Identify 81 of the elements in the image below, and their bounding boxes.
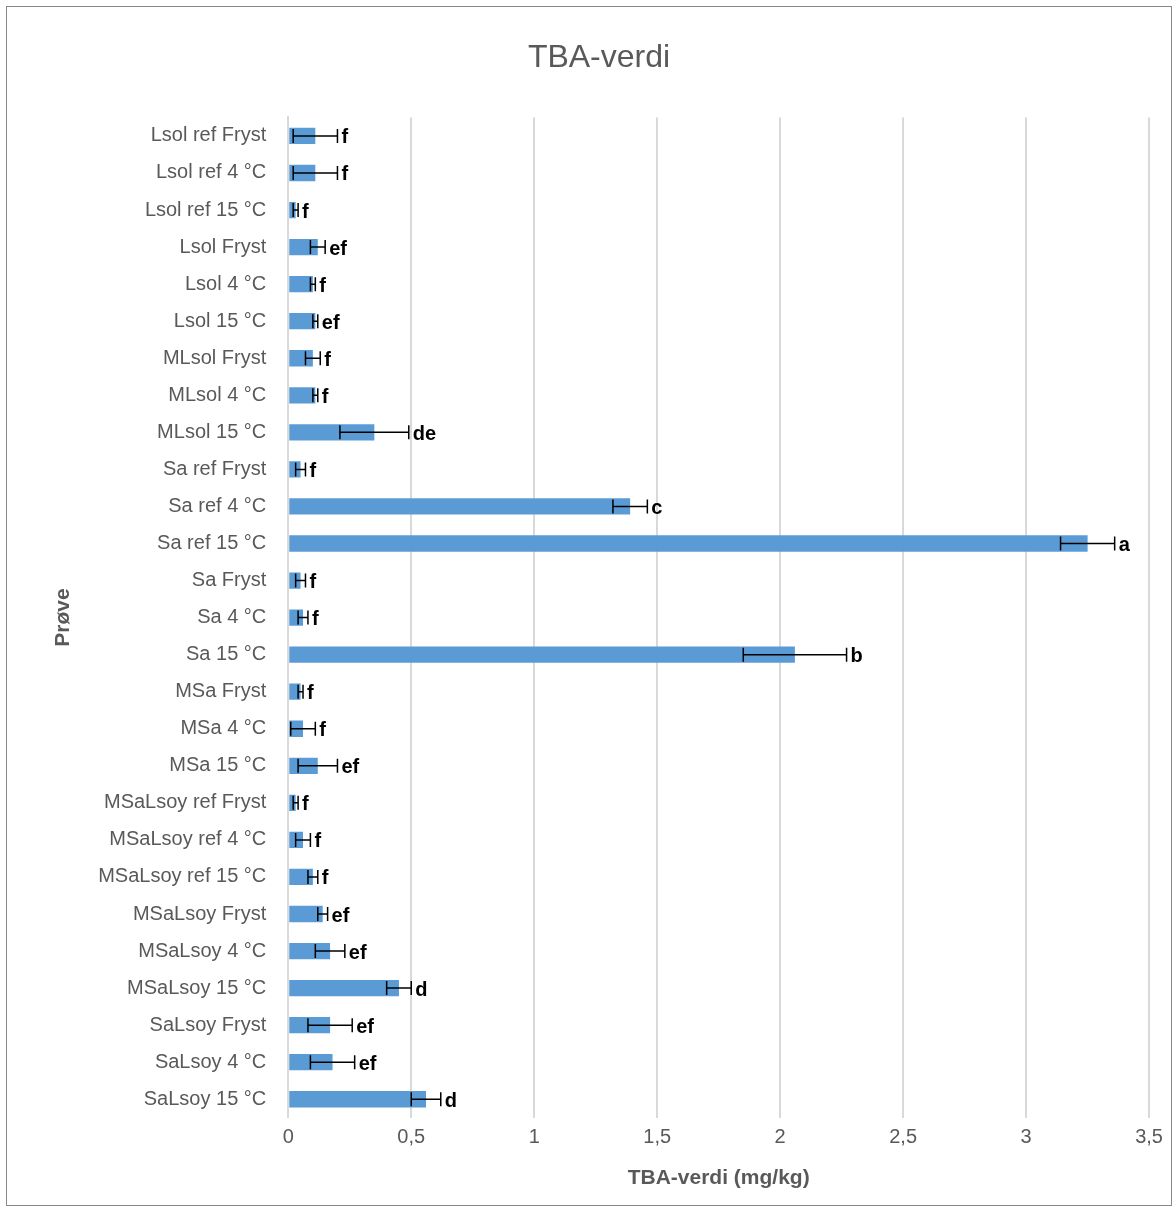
annotation: f bbox=[321, 384, 329, 407]
annotation: ef bbox=[348, 940, 367, 963]
annotation: a bbox=[1118, 533, 1131, 556]
annotation: f bbox=[309, 570, 317, 593]
annotation: c bbox=[651, 495, 663, 518]
y-tick-label: Sa 15 °C bbox=[186, 642, 267, 665]
bar bbox=[289, 979, 399, 997]
x-tick-label: 2 bbox=[774, 1125, 786, 1148]
bar bbox=[289, 498, 631, 515]
bar bbox=[289, 313, 316, 330]
y-tick-label: Lsol ref Fryst bbox=[150, 123, 267, 146]
annotation: f bbox=[319, 718, 327, 741]
annotation: f bbox=[302, 792, 310, 815]
y-tick-label: Sa ref 15 °C bbox=[157, 531, 267, 554]
annotation: ef bbox=[341, 755, 360, 778]
x-tick-label: 0,5 bbox=[397, 1125, 426, 1148]
y-tick-label: MSa Fryst bbox=[175, 679, 267, 702]
x-tick-label: 0 bbox=[282, 1125, 294, 1148]
y-tick-label: Lsol ref 4 °C bbox=[156, 160, 267, 183]
x-tick-label: 1 bbox=[528, 1125, 540, 1148]
y-tick-label: Sa ref Fryst bbox=[162, 456, 267, 479]
y-tick-label: SaLsoy 4 °C bbox=[154, 1049, 267, 1072]
y-tick-label: MLsol Fryst bbox=[162, 345, 267, 368]
annotation: ef bbox=[329, 236, 348, 259]
annotation: ef bbox=[331, 903, 350, 926]
y-tick-label: Lsol 15 °C bbox=[173, 308, 267, 331]
y-tick-label: MSaLsoy ref Fryst bbox=[104, 790, 267, 813]
y-axis-title: Prøve bbox=[50, 588, 74, 647]
bar bbox=[289, 424, 375, 441]
annotation: f bbox=[314, 829, 322, 852]
y-tick-label: MSaLsoy 4 °C bbox=[138, 938, 267, 961]
annotation: ef bbox=[356, 1014, 375, 1037]
annotation: f bbox=[309, 458, 317, 481]
annotation: f bbox=[321, 866, 329, 889]
bar bbox=[289, 387, 316, 404]
y-tick-label: MSaLsoy ref 4 °C bbox=[109, 827, 267, 850]
annotation: f bbox=[341, 162, 349, 185]
x-axis-title: TBA-verdi (mg/kg) bbox=[627, 1165, 810, 1189]
annotation: f bbox=[341, 125, 349, 148]
chart-title: TBA-verdi bbox=[527, 38, 671, 75]
y-tick-label: SaLsoy 15 °C bbox=[143, 1086, 267, 1109]
y-tick-label: MSaLsoy Fryst bbox=[132, 901, 267, 924]
annotation: f bbox=[311, 607, 319, 630]
annotation: ef bbox=[358, 1051, 377, 1074]
bar bbox=[289, 275, 313, 293]
y-tick-label: Sa Fryst bbox=[191, 568, 267, 591]
bar bbox=[289, 461, 301, 478]
annotation: f bbox=[307, 681, 315, 704]
y-tick-label: Lsol 4 °C bbox=[184, 271, 267, 294]
y-tick-label: MSa 15 °C bbox=[169, 753, 267, 776]
annotation: f bbox=[324, 347, 332, 370]
bar bbox=[289, 350, 313, 367]
y-tick-label: Lsol Fryst bbox=[179, 234, 267, 257]
x-tick-label: 2,5 bbox=[889, 1125, 918, 1148]
annotation: d bbox=[415, 977, 428, 1000]
annotation: b bbox=[850, 644, 863, 667]
annotation: ef bbox=[321, 310, 340, 333]
y-tick-label: MLsol 15 °C bbox=[157, 419, 267, 442]
bar bbox=[289, 572, 301, 589]
bar bbox=[289, 1091, 426, 1108]
y-tick-label: MLsol 4 °C bbox=[168, 382, 267, 405]
bar bbox=[289, 535, 1088, 552]
y-tick-label: SaLsoy Fryst bbox=[149, 1012, 267, 1035]
annotation: d bbox=[444, 1088, 457, 1111]
bar bbox=[289, 942, 331, 960]
bar bbox=[289, 1054, 333, 1071]
annotation: f bbox=[319, 273, 327, 296]
y-tick-label: MSaLsoy ref 15 °C bbox=[98, 864, 267, 887]
y-tick-label: Sa 4 °C bbox=[197, 605, 267, 628]
annotation: de bbox=[412, 421, 437, 444]
x-tick-label: 1,5 bbox=[643, 1125, 672, 1148]
y-tick-label: MSa 4 °C bbox=[180, 716, 267, 739]
y-tick-label: Sa ref 4 °C bbox=[168, 493, 267, 516]
bar bbox=[289, 646, 795, 663]
x-tick-label: 3,5 bbox=[1135, 1125, 1163, 1148]
bar bbox=[289, 905, 323, 923]
bar bbox=[289, 238, 318, 256]
annotation: f bbox=[302, 199, 310, 222]
x-tick-label: 3 bbox=[1020, 1125, 1032, 1148]
y-tick-label: Lsol ref 15 °C bbox=[144, 197, 267, 220]
y-tick-label: MSaLsoy 15 °C bbox=[127, 975, 267, 998]
